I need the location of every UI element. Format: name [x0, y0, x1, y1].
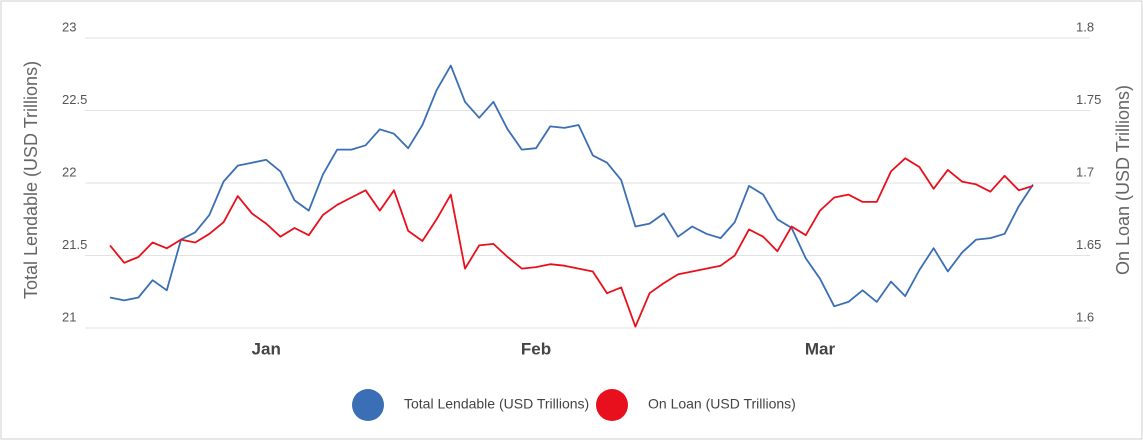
legend-swatch [352, 389, 384, 421]
legend-label: On Loan (USD Trillions) [648, 396, 796, 412]
y-tick-label: 21 [62, 309, 76, 324]
y2-tick-label: 1.8 [1076, 19, 1094, 34]
y-tick-label: 22 [62, 164, 76, 179]
series-line [109, 64, 1034, 308]
y-tick-label: 21.5 [62, 237, 87, 252]
x-tick-label: Jan [252, 339, 281, 358]
y2-tick-label: 1.7 [1076, 164, 1094, 179]
x-tick-label: Mar [805, 339, 836, 358]
y-tick-label: 23 [62, 19, 76, 34]
y-axis-title: Total Lendable (USD Trillions) [21, 61, 41, 299]
series-line [109, 157, 1034, 328]
legend-label: Total Lendable (USD Trillions) [404, 396, 589, 412]
y2-tick-label: 1.65 [1076, 237, 1101, 252]
legend-swatch [596, 389, 628, 421]
y2-tick-label: 1.75 [1076, 92, 1101, 107]
y2-axis-title: On Loan (USD Trillions) [1113, 85, 1133, 275]
x-tick-label: Feb [521, 339, 551, 358]
y2-tick-label: 1.6 [1076, 309, 1094, 324]
y-tick-label: 22.5 [62, 92, 87, 107]
